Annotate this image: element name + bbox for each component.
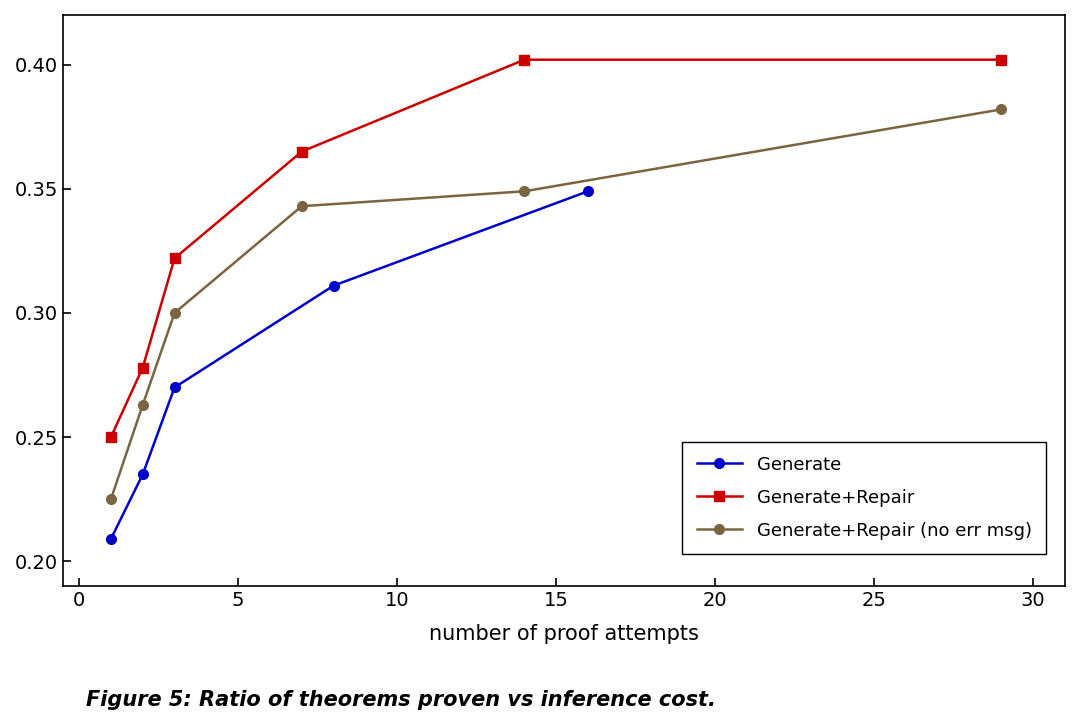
X-axis label: number of proof attempts: number of proof attempts xyxy=(429,624,699,644)
Legend: Generate, Generate+Repair, Generate+Repair (no err msg): Generate, Generate+Repair, Generate+Repa… xyxy=(683,442,1045,554)
Text: Figure 5: Ratio of theorems proven vs inference cost.: Figure 5: Ratio of theorems proven vs in… xyxy=(86,689,716,710)
